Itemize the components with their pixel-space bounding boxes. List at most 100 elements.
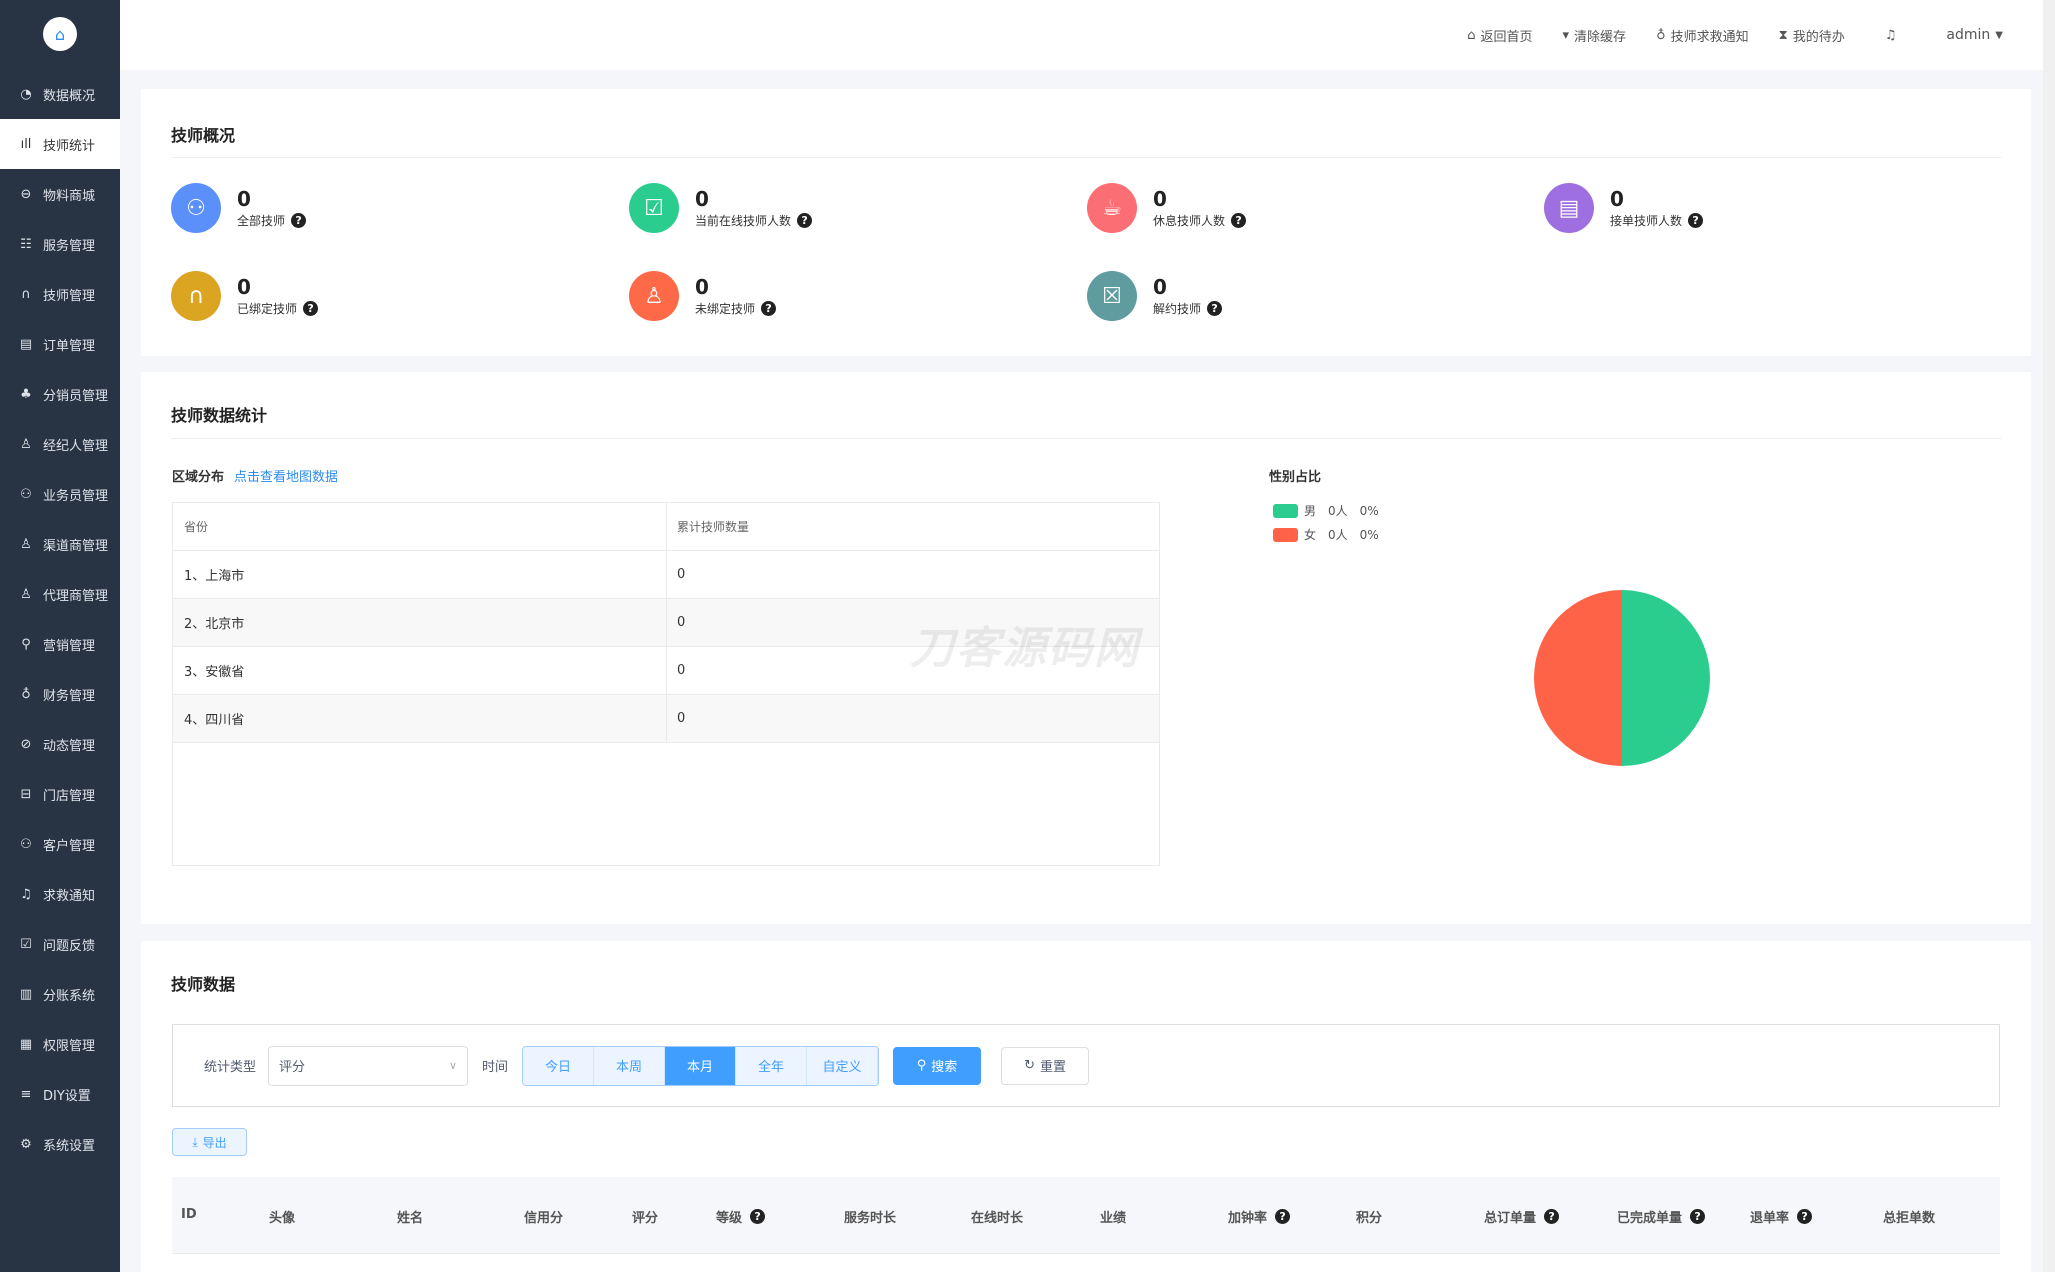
stat-label: 未绑定技师 — [695, 301, 756, 316]
legend-item[interactable]: 女 0人 0% — [1273, 526, 1379, 543]
column-header[interactable]: 等级? — [716, 1207, 766, 1226]
org-icon: ♣ — [20, 386, 32, 402]
sidebar-item[interactable]: ⚇ 业务员管理 — [0, 469, 120, 519]
sidebar-item[interactable]: ☑ 问题反馈 — [0, 919, 120, 969]
time-option[interactable]: 今日 — [523, 1046, 595, 1085]
column-header[interactable]: 姓名 — [397, 1211, 424, 1226]
section-title: 技师数据统计 — [171, 406, 268, 425]
help-icon[interactable]: ? — [750, 1209, 766, 1224]
shopping-bag-icon: ⊖ — [20, 186, 32, 202]
sidebar-item[interactable]: ⚇ 客户管理 — [0, 819, 120, 869]
help-icon[interactable]: ? — [1690, 1209, 1706, 1224]
bell-icon[interactable]: ♫ — [1884, 27, 1897, 43]
type-label: 统计类型 — [204, 1060, 257, 1075]
stat-type-select[interactable]: 评分 ∨ — [268, 1045, 469, 1086]
column-header[interactable]: 总订单量? — [1484, 1207, 1560, 1226]
map-link[interactable]: 点击查看地图数据 — [234, 470, 339, 485]
section-title: 技师概况 — [171, 126, 236, 145]
column-header[interactable]: 总拒单数 — [1883, 1211, 1936, 1226]
help-icon[interactable]: ? — [1275, 1209, 1291, 1224]
sidebar-item[interactable]: ▥ 分账系统 — [19, 986, 96, 1004]
sidebar-item[interactable]: ∩ 技师管理 — [0, 269, 120, 319]
sidebar-item[interactable]: ⚲ 营销管理 — [0, 619, 120, 669]
column-header[interactable]: 积分 — [1356, 1211, 1383, 1226]
column-header[interactable]: 头像 — [269, 1211, 296, 1226]
legend-item[interactable]: 男 0人 0% — [1273, 502, 1379, 519]
column-header[interactable]: 退单率? — [1750, 1207, 1813, 1226]
column-header[interactable]: 服务时长 — [844, 1211, 897, 1226]
sidebar-item[interactable]: ◔ 数据概况 — [0, 69, 120, 119]
time-option[interactable]: 本月 — [665, 1046, 737, 1085]
help-icon[interactable]: ? — [1544, 1209, 1560, 1224]
time-option[interactable]: 全年 — [736, 1046, 808, 1085]
watermark: 刀客源码网 — [910, 623, 1140, 674]
ledger-icon: ▥ — [19, 986, 33, 1002]
hourglass-icon: ⧗ — [1778, 27, 1788, 43]
sidebar-item[interactable]: ♙ 渠道商管理 — [0, 519, 120, 569]
sidebar-item[interactable]: ♫ 求救通知 — [0, 869, 120, 919]
home-link[interactable]: ⌂ 返回首页 — [1467, 27, 1533, 45]
todo-link[interactable]: ⧗ 我的待办 — [1778, 27, 1845, 45]
sidebar-item[interactable]: ▦ 权限管理 — [19, 1036, 96, 1054]
marketing-icon: ⚲ — [21, 636, 31, 652]
tech-table-header: ID 头像 姓名 信用分 评分 等级? 服务时长 在线时长 业绩 加钟率? 积分 总订单量? 已完成单量… — [172, 1177, 2000, 1254]
sidebar-item[interactable]: ♣ 分销员管理 — [0, 369, 120, 419]
help-icon[interactable]: ? — [1207, 300, 1223, 316]
gender-title: 性别占比 — [1269, 470, 1322, 485]
sidebar-item[interactable]: ıll 技师统计 — [0, 119, 120, 169]
sidebar-item[interactable]: ⊟ 门店管理 — [0, 769, 120, 819]
sidebar-item[interactable]: ⊘ 动态管理 — [0, 719, 120, 769]
scrollbar[interactable] — [2043, 0, 2055, 1272]
column-header[interactable]: 评分 — [632, 1211, 659, 1226]
order-accept-icon: ▤ — [1544, 183, 1594, 233]
help-icon[interactable]: ? — [1688, 212, 1704, 228]
table-header: 省份 累计技师数量 — [173, 503, 1159, 551]
column-header[interactable]: 加钟率? — [1228, 1207, 1291, 1226]
column-header[interactable]: 信用分 — [524, 1211, 564, 1226]
home-icon[interactable]: ⌂ — [43, 17, 77, 51]
person-icon: ♙ — [629, 271, 679, 321]
sidebar-item[interactable]: ≡ DIY设置 — [0, 1069, 120, 1119]
help-icon[interactable]: ? — [797, 212, 813, 228]
column-header[interactable]: 在线时长 — [971, 1211, 1024, 1226]
stat-value: 0 — [1153, 186, 1167, 211]
agent-icon: ♙ — [20, 436, 32, 452]
refresh-icon: ↻ — [1024, 1058, 1035, 1073]
time-option[interactable]: 本周 — [594, 1046, 666, 1085]
table-row: 2、北京市 0 — [173, 599, 1159, 647]
help-icon[interactable]: ? — [761, 300, 777, 316]
column-header[interactable]: 已完成单量? — [1617, 1207, 1706, 1226]
sidebar-item[interactable]: ⊖ 物料商城 — [0, 169, 120, 219]
help-icon[interactable]: ? — [1797, 1209, 1813, 1224]
brush-icon: ▾ — [1562, 27, 1570, 43]
export-button[interactable]: ⤓ 导出 — [172, 1128, 247, 1156]
column-header[interactable]: 业绩 — [1100, 1211, 1127, 1226]
stat-item: ♙ 0 未绑定技师? — [629, 271, 777, 321]
search-icon: ⚲ — [916, 1058, 927, 1073]
sidebar-item[interactable]: ▤ 订单管理 — [19, 336, 96, 354]
help-icon[interactable]: ? — [303, 300, 319, 316]
reset-button[interactable]: ↻ 重置 — [1001, 1046, 1090, 1085]
stat-label: 全部技师 — [237, 213, 286, 228]
proxy-icon: ♙ — [20, 586, 32, 602]
top-bar: ⌂ 返回首页 ▾ 清除缓存 ♁ 技师求救通知 ⧗ 我的待办 ♫ admin ▼ — [120, 0, 2043, 70]
stat-item: ☑ 0 当前在线技师人数? — [629, 183, 813, 233]
sidebar-item[interactable]: ♁ 财务管理 — [0, 669, 120, 719]
filter-bar: 统计类型 评分 ∨ 时间 今日 本周 本月 全年 自定义 ⚲ 搜索 ↻ 重置 — [172, 1024, 2000, 1107]
help-icon[interactable]: ? — [1231, 212, 1247, 228]
rescue-notice-link[interactable]: ♁ 技师求救通知 — [1656, 27, 1749, 45]
search-button[interactable]: ⚲ 搜索 — [893, 1046, 982, 1085]
sidebar-item[interactable]: ☷ 服务管理 — [0, 219, 120, 269]
time-option[interactable]: 自定义 — [807, 1046, 879, 1085]
bound-icon: ∩ — [171, 271, 221, 321]
bell-icon: ♫ — [20, 886, 32, 902]
clear-cache-link[interactable]: ▾ 清除缓存 — [1562, 27, 1627, 45]
column-header[interactable]: ID — [181, 1207, 197, 1222]
table-row: 3、安徽省 0 — [173, 647, 1159, 695]
user-menu[interactable]: admin ▼ — [1946, 27, 2003, 43]
sidebar-item[interactable]: ♙ 经纪人管理 — [0, 419, 120, 469]
gender-pie-chart — [1534, 590, 1710, 766]
sidebar-item[interactable]: ♙ 代理商管理 — [0, 569, 120, 619]
help-icon[interactable]: ? — [291, 212, 307, 228]
sidebar-item[interactable]: ⚙ 系统设置 — [0, 1119, 120, 1169]
